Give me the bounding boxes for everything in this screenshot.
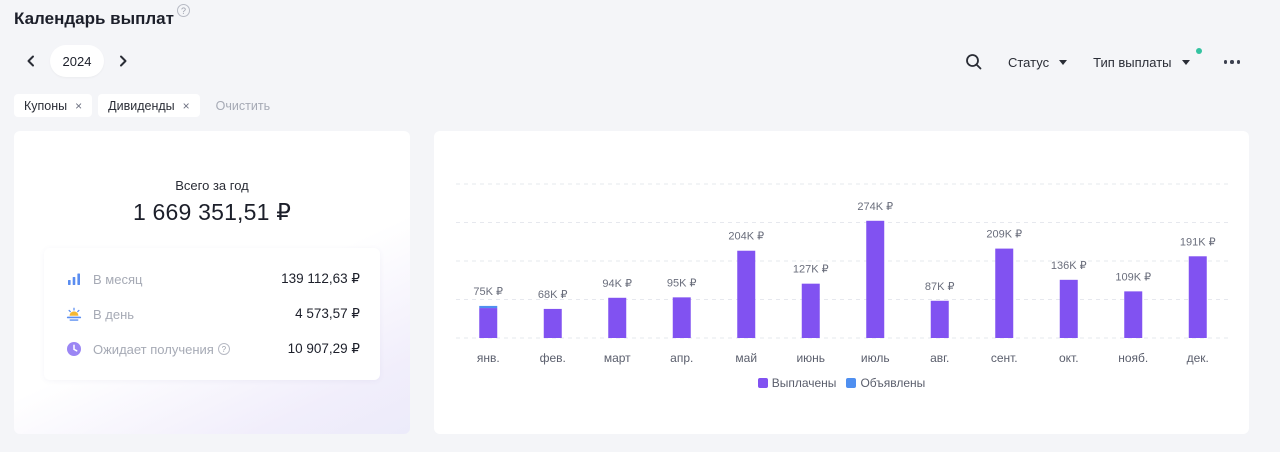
toolbar: Статус Тип выплаты — [962, 47, 1240, 74]
prev-year-button[interactable] — [20, 45, 42, 77]
stat-label: В месяц — [93, 271, 143, 287]
data-label: 209K ₽ — [986, 229, 1022, 241]
stats-box: В месяц 139 112,63 ₽ В день 4 573,57 ₽ О… — [44, 248, 380, 380]
bar-paid[interactable] — [801, 283, 820, 338]
chip-label: Купоны — [24, 98, 68, 113]
data-label: 87K ₽ — [925, 281, 955, 293]
bar-paid[interactable] — [866, 220, 885, 338]
summary-card: Всего за год 1 669 351,51 ₽ В месяц 139 … — [14, 131, 410, 434]
stat-label: В день — [93, 306, 135, 322]
x-tick-label: июнь — [796, 351, 825, 365]
x-tick-label: янв. — [477, 351, 500, 365]
bar-paid[interactable] — [543, 308, 562, 338]
chip-remove-icon[interactable]: × — [75, 98, 83, 113]
bar-paid[interactable] — [1188, 256, 1207, 338]
chip-label: Дивиденды — [108, 98, 175, 113]
stat-label-text: Ожидает получения — [93, 341, 214, 357]
status-dropdown-label: Статус — [1007, 54, 1050, 70]
filter-chips: Купоны × Дивиденды × Очистить — [14, 94, 270, 117]
filter-chip-dividends: Дивиденды × — [98, 94, 200, 117]
payments-chart-card: 75K ₽ янв. 68K ₽ фев. 94K ₽ март 95K ₽ апр. 204K… — [434, 131, 1249, 434]
data-label: 191K ₽ — [1180, 236, 1216, 248]
stat-row-pending: Ожидает получения ? 10 907,29 ₽ — [66, 339, 360, 359]
x-tick-label: апр. — [670, 351, 693, 365]
more-dot — [1230, 60, 1234, 64]
year-navigation: 2024 — [20, 45, 134, 77]
bar-paid[interactable] — [1059, 279, 1078, 338]
search-icon — [966, 54, 982, 70]
x-tick-label: фев. — [540, 351, 566, 365]
x-tick-label: дек. — [1187, 351, 1209, 365]
payment-type-dropdown-label: Тип выплаты — [1093, 54, 1172, 70]
data-label: 109K ₽ — [1115, 271, 1151, 283]
legend-item-paid[interactable]: Выплачены — [757, 376, 837, 390]
legend-label: Выплачены — [771, 376, 837, 390]
clock-icon — [66, 341, 82, 357]
legend-swatch-paid — [757, 378, 768, 388]
x-tick-label: июль — [861, 351, 890, 365]
data-label: 136K ₽ — [1051, 260, 1087, 272]
stat-value: 10 907,29 ₽ — [287, 341, 360, 356]
payment-type-dropdown[interactable]: Тип выплаты — [1093, 47, 1202, 70]
caret-down-icon — [1181, 59, 1190, 65]
filter-chip-coupons: Купоны × — [14, 94, 93, 117]
bar-paid[interactable] — [672, 297, 691, 338]
legend-label: Объявлены — [860, 376, 926, 390]
help-icon[interactable]: ? — [176, 4, 190, 17]
bar-paid[interactable] — [737, 250, 756, 338]
page-title: Календарь выплат — [14, 9, 174, 28]
total-label: Всего за год — [175, 178, 249, 193]
data-label: 94K ₽ — [602, 278, 632, 290]
x-tick-label: май — [735, 351, 757, 365]
clear-filters-button[interactable]: Очистить — [215, 98, 271, 113]
stat-row-monthly: В месяц 139 112,63 ₽ — [66, 269, 360, 289]
stat-label: Ожидает получения ? — [93, 342, 288, 357]
more-dot — [1236, 60, 1240, 64]
help-icon[interactable]: ? — [217, 343, 230, 355]
stat-row-daily: В день 4 573,57 ₽ — [66, 304, 360, 324]
data-label: 75K ₽ — [473, 286, 503, 298]
bar-announced[interactable] — [479, 305, 498, 309]
chevron-right-icon — [120, 55, 127, 67]
bar-paid[interactable] — [608, 297, 627, 338]
payments-bar-chart: 75K ₽ янв. 68K ₽ фев. 94K ₽ март 95K ₽ апр. 204K… — [456, 183, 1230, 365]
more-dot — [1223, 60, 1227, 64]
chevron-left-icon — [27, 55, 34, 67]
bar-paid[interactable] — [1124, 291, 1143, 338]
x-tick-label: окт. — [1059, 351, 1079, 365]
legend-item-announced[interactable]: Объявлены — [846, 376, 925, 390]
data-label: 95K ₽ — [667, 277, 697, 289]
status-dropdown[interactable]: Статус — [1007, 54, 1068, 70]
x-tick-label: нояб. — [1118, 351, 1148, 365]
x-tick-label: сент. — [991, 351, 1018, 365]
x-tick-label: март — [604, 351, 631, 365]
chart-legend: Выплачены Объявлены — [434, 376, 1249, 390]
data-label: 68K ₽ — [538, 289, 568, 301]
caret-down-icon — [1059, 59, 1068, 65]
data-label: 127K ₽ — [793, 264, 829, 276]
bar-paid[interactable] — [995, 248, 1014, 338]
next-year-button[interactable] — [112, 45, 134, 77]
active-filter-dot — [1195, 47, 1202, 54]
chip-remove-icon[interactable]: × — [182, 98, 190, 113]
legend-swatch-announced — [846, 378, 857, 388]
bar-paid[interactable] — [930, 300, 949, 338]
sunrise-icon — [66, 306, 82, 322]
x-tick-label: авг. — [930, 351, 949, 365]
total-value: 1 669 351,51 ₽ — [132, 199, 292, 225]
bar-chart-icon — [66, 271, 82, 287]
stat-value: 139 112,63 ₽ — [281, 271, 360, 286]
data-label: 204K ₽ — [728, 231, 764, 243]
data-label: 274K ₽ — [857, 201, 893, 213]
bar-paid[interactable] — [479, 308, 498, 338]
more-options-button[interactable] — [1223, 60, 1240, 64]
year-selector[interactable]: 2024 — [50, 45, 104, 77]
page-header: Календарь выплат ? — [14, 4, 190, 29]
stat-value: 4 573,57 ₽ — [295, 306, 360, 321]
search-button[interactable] — [962, 50, 986, 74]
